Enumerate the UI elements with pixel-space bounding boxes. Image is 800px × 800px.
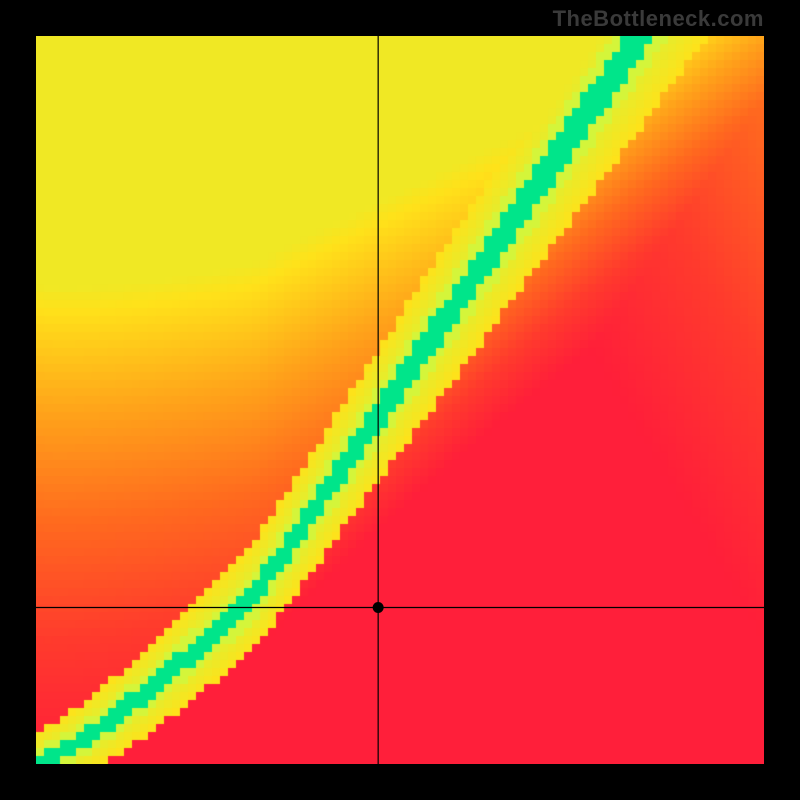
- chart-container: TheBottleneck.com: [0, 0, 800, 800]
- watermark-text: TheBottleneck.com: [553, 6, 764, 32]
- bottleneck-heatmap-canvas: [36, 36, 764, 764]
